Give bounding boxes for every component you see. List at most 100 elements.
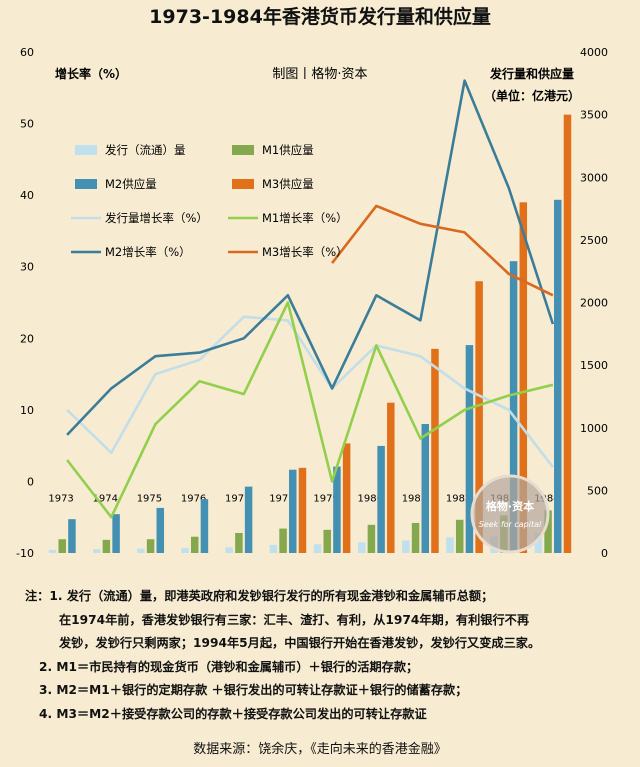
bar	[402, 540, 410, 553]
right-axis-label-1: 发行量和供应量	[489, 66, 574, 81]
chart-title: 1973-1984年香港货币发行量和供应量	[149, 6, 491, 28]
category-label: 1979	[313, 493, 338, 504]
right-axis-ticks: 0 500 1000 1500 2000 2500 3000 3500 4000	[580, 46, 608, 560]
bar	[313, 544, 322, 553]
left-axis-ticks: -10 0 10 20 30 40 50 60	[16, 46, 34, 560]
bar	[137, 548, 145, 553]
bar	[225, 547, 233, 553]
legend-label: M1增长率（%）	[262, 211, 348, 225]
bar	[342, 443, 351, 553]
legend-label: M3增长率（%）	[262, 245, 348, 259]
note-line-5: 3. M2＝M1＋银行的定期存款 ＋银行发出的可转让存款证＋银行的储蓄存款；	[39, 683, 468, 697]
bar	[509, 261, 518, 553]
left-tick-label: -10	[16, 547, 34, 560]
bar	[387, 402, 395, 553]
bar	[475, 281, 483, 553]
legend-label: M3供应量	[262, 177, 314, 191]
bar	[421, 423, 430, 553]
bar	[333, 466, 341, 553]
bar	[367, 524, 376, 553]
right-tick-label: 500	[587, 484, 608, 497]
bar	[200, 499, 209, 553]
right-tick-label: 1000	[580, 422, 608, 435]
bar	[235, 532, 243, 553]
category-label: 1974	[93, 493, 118, 504]
notes: 注：1. 发行（流通）量，即港英政府和发钞银行发行的所有现金港钞和金属辅币总额；…	[25, 585, 635, 726]
bar	[431, 348, 439, 553]
bar	[554, 199, 562, 554]
bar	[377, 445, 385, 553]
left-tick-label: 60	[20, 46, 34, 59]
bar	[455, 519, 464, 553]
watermark-seal: 格物·资本 Seek for capital	[470, 474, 550, 554]
legend-label: 发行（流通）量	[105, 143, 186, 157]
legend-swatch	[75, 179, 97, 189]
series-line	[66, 315, 554, 468]
bar	[357, 542, 366, 553]
right-axis-label-2: （单位：亿港元）	[484, 88, 580, 103]
bar	[446, 537, 454, 553]
bar	[563, 114, 572, 553]
legend-label: M2供应量	[105, 177, 157, 191]
right-tick-label: 4000	[580, 46, 608, 59]
left-tick-label: 30	[20, 261, 34, 274]
category-label: 1975	[137, 493, 162, 504]
category-label: 1981	[402, 493, 427, 504]
right-tick-label: 2000	[580, 297, 608, 310]
bar	[181, 547, 189, 553]
bar	[102, 539, 111, 553]
left-tick-label: 10	[20, 404, 34, 417]
category-label: 1980	[358, 493, 383, 504]
note-line-2: 在1974年前，香港发钞银行有三家：汇丰、渣打、有利，从1974年期，有利银行不…	[59, 612, 530, 627]
left-tick-label: 0	[27, 475, 34, 488]
category-label: 1973	[48, 493, 73, 504]
bar	[465, 345, 474, 553]
legend-swatch	[232, 145, 254, 155]
note-line-6: 4. M3＝M2＋接受存款公司的存款＋接受存款公司发出的可转让存款证	[39, 706, 427, 721]
category-label: 1977	[225, 493, 250, 504]
bar	[269, 544, 278, 553]
bar	[323, 529, 331, 553]
bar	[112, 514, 120, 553]
right-tick-label: 0	[601, 547, 608, 560]
bar	[92, 549, 101, 553]
left-tick-label: 40	[20, 189, 34, 202]
note-line-4: 2. M1＝市民持有的现金货币（港钞和金属辅币）＋银行的活期存款；	[39, 659, 419, 674]
line-group	[66, 79, 555, 519]
note-line-1: 注：1. 发行（流通）量，即港英政府和发钞银行发行的所有现金港钞和金属辅币总额；	[25, 589, 494, 603]
bar-group	[48, 114, 572, 554]
legend-swatch	[232, 179, 254, 189]
bar	[244, 486, 253, 553]
watermark-text: 格物·资本	[486, 499, 534, 513]
chart-area: -10 0 10 20 30 40 50 60 0 500 1000 1500 2000 2500 300…	[16, 46, 608, 560]
legend-label: M1供应量	[262, 143, 314, 157]
bar	[279, 528, 287, 553]
note-line-3: 发钞，发钞行只剩两家；1994年5月起，中国银行开始在香港发钞，发钞行又变成三家…	[59, 636, 541, 650]
left-tick-label: 20	[20, 332, 34, 345]
right-tick-label: 3000	[580, 171, 608, 184]
right-tick-label: 1500	[580, 359, 608, 372]
series-line	[331, 204, 554, 297]
bar	[289, 469, 297, 553]
bar	[190, 536, 199, 553]
bar	[68, 519, 76, 553]
category-label: 1984	[534, 493, 559, 504]
bar	[156, 507, 165, 553]
category-label: 1976	[181, 493, 206, 504]
series-line	[66, 301, 554, 519]
data-source: 数据来源：饶余庆，《走向未来的香港金融》	[193, 742, 447, 757]
right-tick-label: 3500	[580, 109, 608, 122]
legend-swatch	[75, 145, 97, 155]
bar	[411, 522, 420, 553]
bar	[146, 539, 155, 553]
category-label: 1982	[446, 493, 471, 504]
bar	[298, 467, 307, 553]
series-line	[66, 79, 555, 436]
bar	[534, 532, 543, 553]
right-tick-label: 2500	[580, 234, 608, 247]
left-axis-label: 增长率（%）	[55, 66, 127, 81]
category-label: 1978	[269, 493, 294, 504]
bar	[48, 549, 57, 553]
legend-label: M2增长率（%）	[105, 245, 191, 259]
